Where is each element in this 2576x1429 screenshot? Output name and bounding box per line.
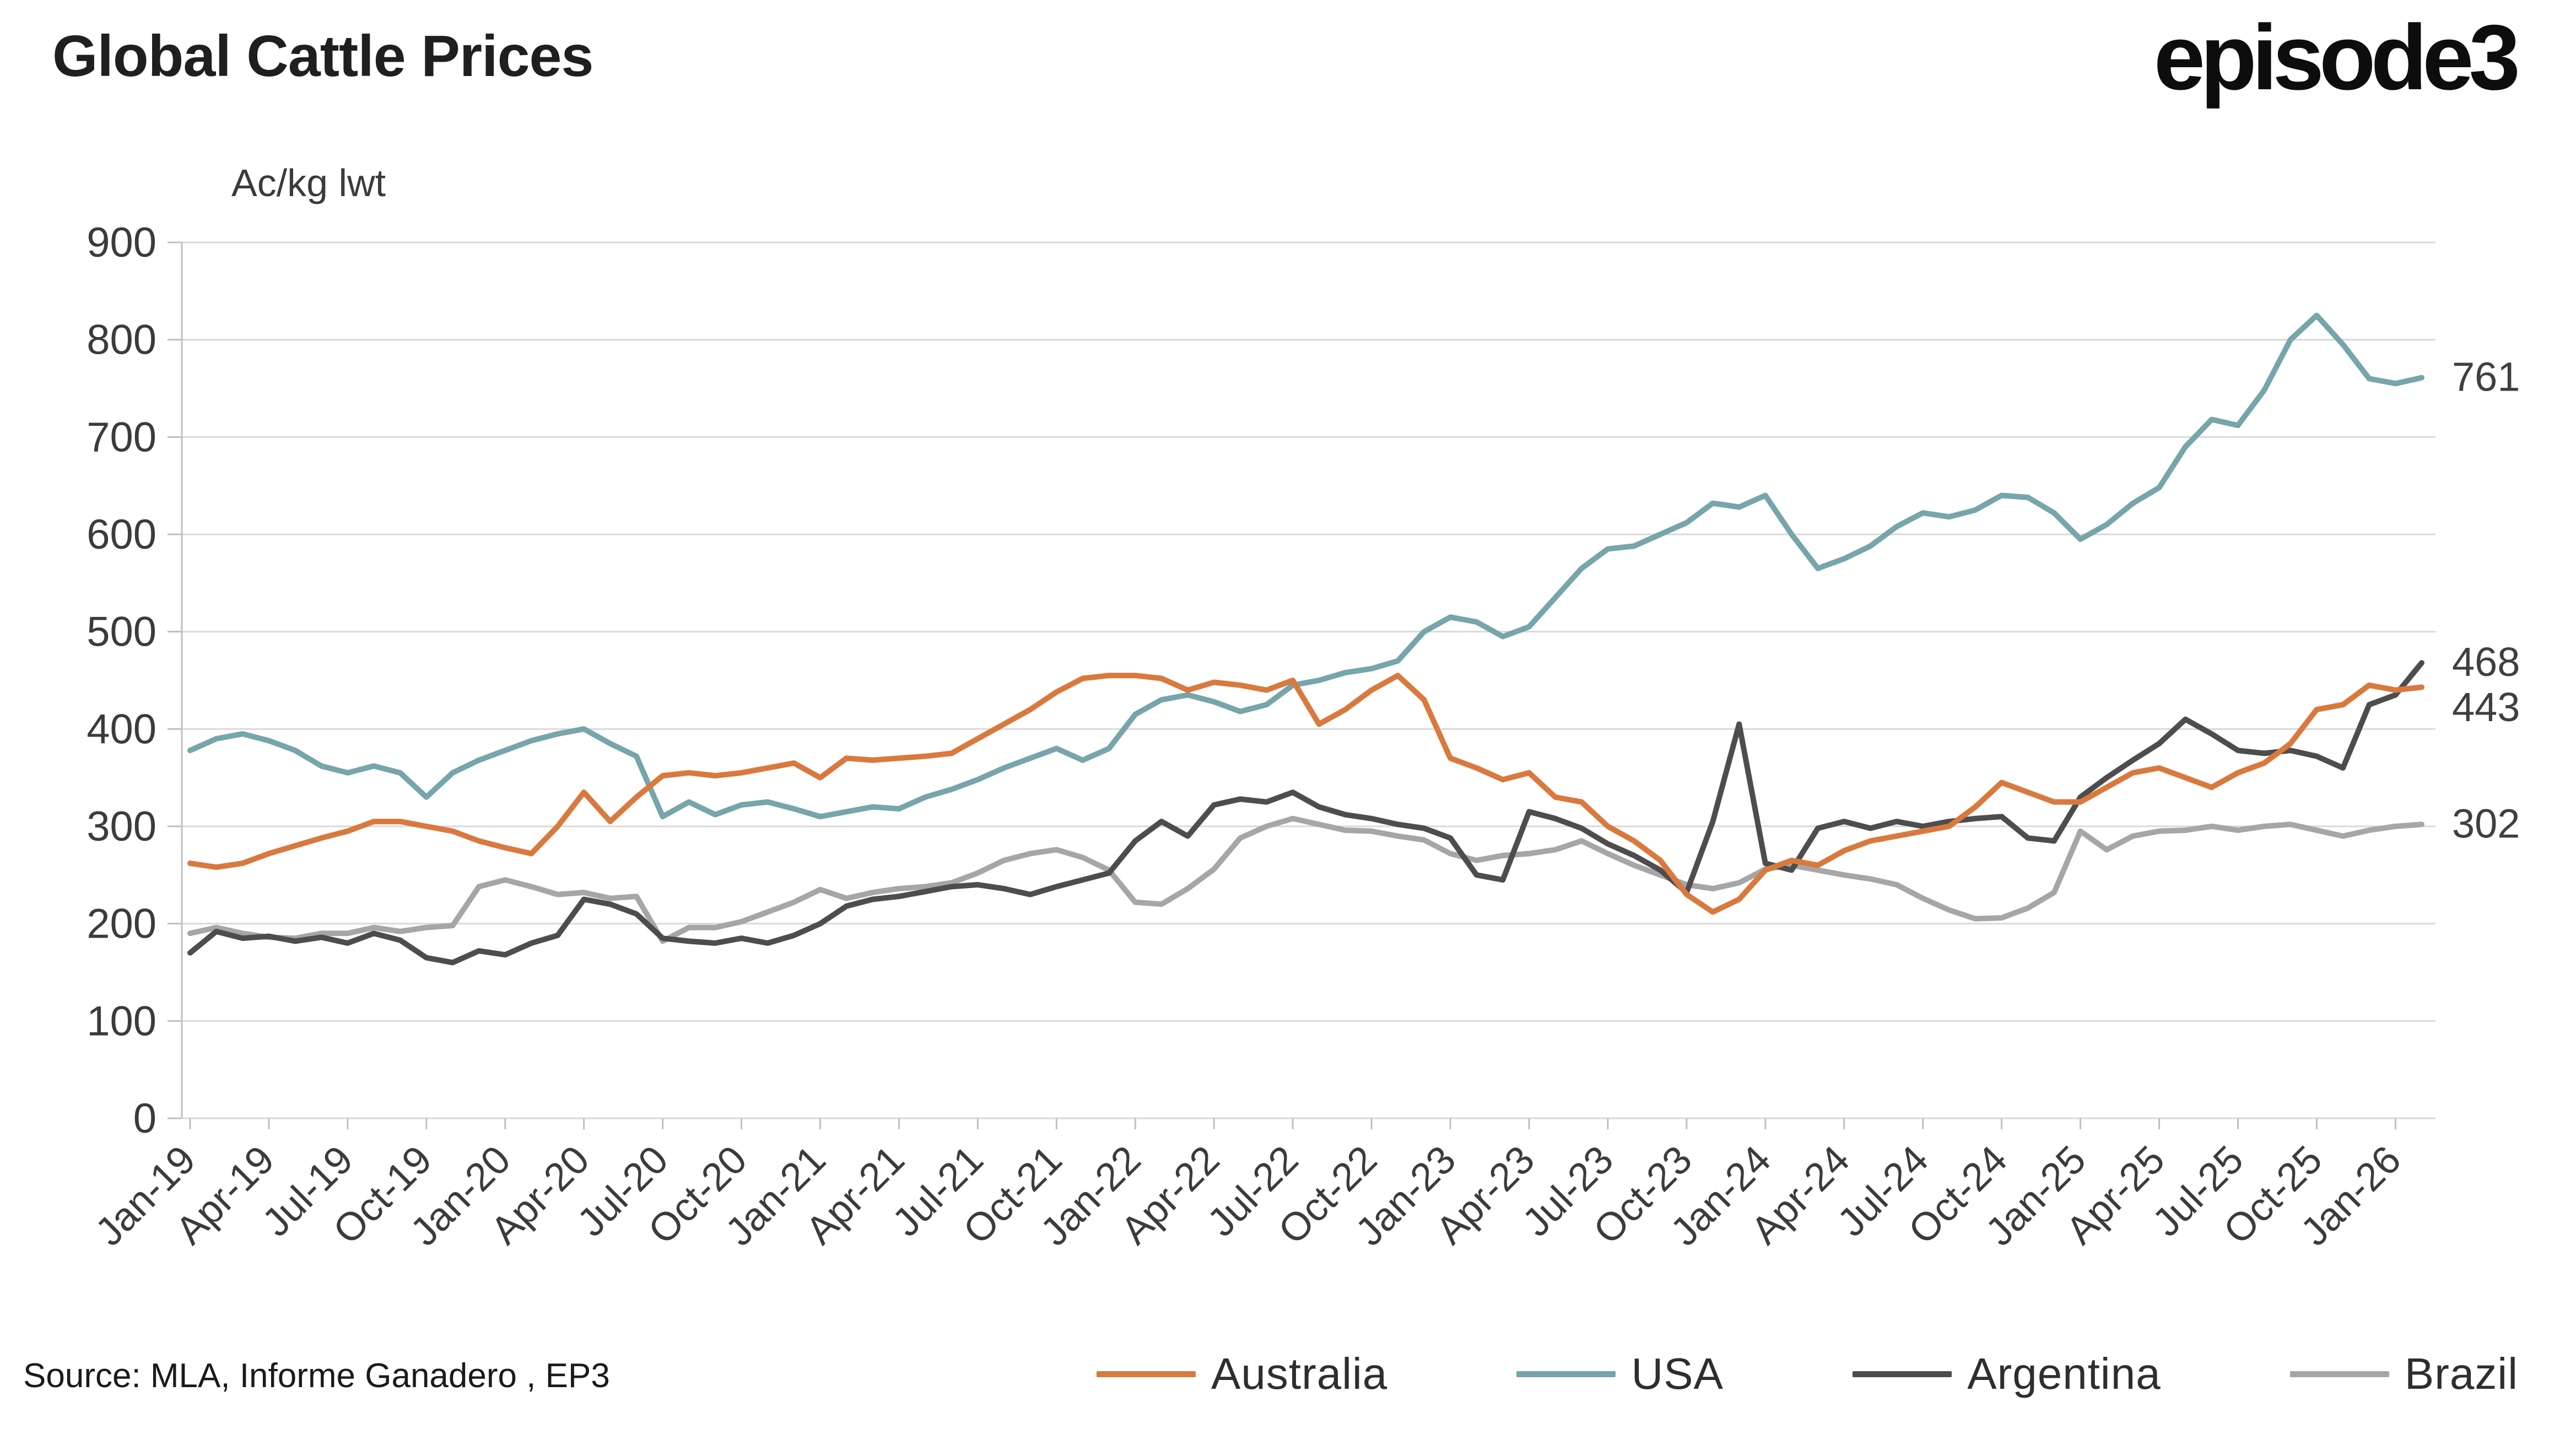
y-tick-label: 600 xyxy=(87,511,156,558)
chart-title: Global Cattle Prices xyxy=(52,24,593,89)
series-line-argentina xyxy=(187,660,2424,966)
y-tick-label: 0 xyxy=(133,1095,156,1142)
legend-label-usa: USA xyxy=(1631,1349,1724,1398)
y-tick-label: 100 xyxy=(87,998,156,1044)
price-line-chart: 0100200300400500600700800900Jan-19Apr-19… xyxy=(87,219,2520,1254)
y-tick-label: 700 xyxy=(87,414,156,461)
legend-label-brazil: Brazil xyxy=(2404,1349,2518,1398)
end-value-label-usa: 761 xyxy=(2452,354,2520,400)
end-value-label-argentina: 468 xyxy=(2452,639,2520,685)
legend: Australia USA Argentina Brazil xyxy=(1097,1349,2518,1399)
legend-swatch-australia xyxy=(1097,1371,1196,1377)
series-line-australia xyxy=(187,673,2424,915)
y-tick-label: 400 xyxy=(87,706,156,753)
end-value-label-australia: 443 xyxy=(2452,684,2520,730)
legend-item-brazil: Brazil xyxy=(2289,1349,2518,1399)
legend-item-australia: Australia xyxy=(1097,1349,1387,1399)
y-tick-label: 800 xyxy=(87,317,156,364)
episode3-logo: episode3 xyxy=(2153,6,2520,109)
y-tick-label: 300 xyxy=(87,803,156,850)
source-note: Source: MLA, Informe Ganadero , EP3 xyxy=(23,1357,610,1395)
legend-swatch-brazil xyxy=(2289,1371,2389,1377)
series-line-brazil xyxy=(187,815,2424,944)
legend-item-argentina: Argentina xyxy=(1853,1349,2161,1399)
y-tick-label: 200 xyxy=(87,901,156,948)
end-value-label-brazil: 302 xyxy=(2452,800,2520,846)
series-line-usa xyxy=(187,312,2424,820)
legend-swatch-usa xyxy=(1516,1371,1616,1377)
legend-swatch-argentina xyxy=(1853,1371,1952,1377)
y-tick-label: 500 xyxy=(87,609,156,656)
legend-item-usa: USA xyxy=(1516,1349,1724,1399)
legend-label-argentina: Argentina xyxy=(1967,1349,2161,1398)
y-axis-unit-label: Ac/kg lwt xyxy=(231,161,386,204)
y-tick-label: 900 xyxy=(87,219,156,266)
legend-label-australia: Australia xyxy=(1211,1349,1388,1398)
